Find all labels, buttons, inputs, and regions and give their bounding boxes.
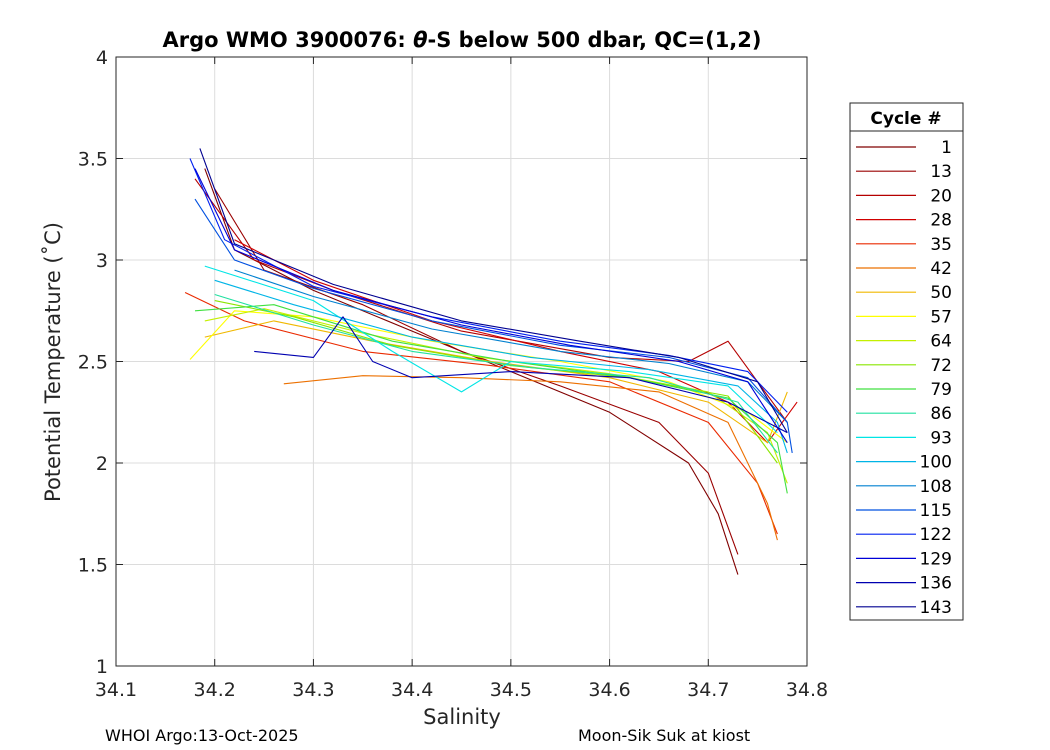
series-line-28 bbox=[234, 239, 798, 444]
legend-label-108: 108 bbox=[920, 477, 952, 497]
legend-label-115: 115 bbox=[920, 501, 952, 521]
x-tick-label: 34.6 bbox=[588, 679, 630, 701]
x-axis-label: Salinity bbox=[423, 705, 501, 729]
legend-label-28: 28 bbox=[930, 211, 952, 231]
footer-right: Moon-Sik Suk at kiost bbox=[578, 726, 750, 745]
y-tick-label: 2 bbox=[96, 453, 108, 475]
legend-label-50: 50 bbox=[930, 283, 952, 303]
series-line-129 bbox=[194, 168, 788, 443]
legend-label-13: 13 bbox=[930, 162, 952, 182]
x-tick-label: 34.2 bbox=[194, 679, 236, 701]
series-line-42 bbox=[283, 375, 778, 541]
footer-left: WHOI Argo:13-Oct-2025 bbox=[105, 726, 299, 745]
y-tick-label: 4 bbox=[96, 47, 108, 69]
legend-label-42: 42 bbox=[930, 259, 952, 279]
legend-label-64: 64 bbox=[930, 332, 952, 352]
x-tick-label: 34.8 bbox=[786, 679, 828, 701]
legend-label-35: 35 bbox=[930, 235, 952, 255]
series-line-86 bbox=[214, 293, 778, 454]
legend-title: Cycle # bbox=[870, 109, 941, 129]
legend: Cycle # 11320283542505764727986931001081… bbox=[849, 102, 964, 621]
y-tick-label: 3 bbox=[96, 250, 108, 272]
series-line-93 bbox=[204, 265, 778, 433]
y-tick-label: 1.5 bbox=[78, 555, 108, 577]
series-line-136 bbox=[254, 316, 788, 434]
x-tick-label: 34.3 bbox=[292, 679, 334, 701]
series-line-115 bbox=[194, 198, 793, 453]
y-tick-label: 1 bbox=[96, 656, 108, 678]
x-tick-label: 34.4 bbox=[391, 679, 433, 701]
legend-label-86: 86 bbox=[930, 404, 952, 424]
legend-label-57: 57 bbox=[930, 307, 952, 327]
legend-label-93: 93 bbox=[930, 428, 952, 448]
legend-label-72: 72 bbox=[930, 356, 952, 376]
legend-entries: 1 13 20 28 35 42 50 57 64 72 79 86 93 100 108 115 122 129… bbox=[856, 138, 952, 618]
series-line-79 bbox=[194, 304, 788, 494]
chart-title: Argo WMO 3900076: θ-S below 500 dbar, QC… bbox=[162, 28, 761, 52]
x-tick-label: 34.5 bbox=[490, 679, 532, 701]
series-line-64 bbox=[204, 308, 788, 484]
y-tick-label: 2.5 bbox=[78, 352, 108, 374]
x-tick-label: 34.7 bbox=[687, 679, 729, 701]
series-line-72 bbox=[214, 300, 778, 464]
legend-label-143: 143 bbox=[920, 598, 952, 618]
legend-label-122: 122 bbox=[920, 525, 952, 545]
y-tick-label: 3.5 bbox=[78, 149, 108, 171]
x-tick-label: 34.1 bbox=[95, 679, 137, 701]
series-line-143 bbox=[199, 148, 788, 433]
y-axis-label: Potential Temperature (˚C) bbox=[41, 222, 65, 502]
legend-label-100: 100 bbox=[920, 453, 952, 473]
legend-label-129: 129 bbox=[920, 549, 952, 569]
legend-label-20: 20 bbox=[930, 186, 952, 206]
legend-label-1: 1 bbox=[941, 138, 952, 158]
legend-label-79: 79 bbox=[930, 380, 952, 400]
series-line-122 bbox=[189, 158, 788, 413]
axes: 34.1 34.2 34.3 34.4 34.5 34.6 34.7 34.8 1 1.5 2 2.5… bbox=[78, 47, 828, 701]
series-lines bbox=[184, 148, 798, 575]
legend-label-136: 136 bbox=[920, 574, 952, 594]
